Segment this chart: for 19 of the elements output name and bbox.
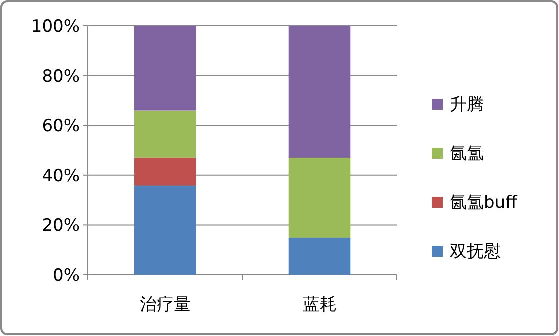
bar — [134, 110, 196, 158]
y-tick-label: 20% — [42, 216, 80, 236]
y-tick-label: 100% — [31, 17, 80, 37]
y-tick-label: 40% — [42, 166, 80, 186]
legend-label: 双抚慰 — [450, 242, 501, 262]
bar — [288, 158, 351, 238]
x-tick-label: 治疗量 — [140, 295, 191, 315]
y-tick-label: 80% — [42, 66, 80, 87]
legend-label: 升腾 — [450, 95, 484, 115]
bar — [288, 238, 351, 275]
bar — [134, 185, 196, 275]
bar — [134, 26, 196, 111]
y-tick-label: 60% — [42, 116, 80, 137]
legend-label: 氤氲 — [450, 144, 484, 164]
bar — [134, 158, 196, 186]
bar — [288, 26, 351, 158]
legend-label: 氤氲buff — [450, 193, 519, 213]
y-tick-label: 0% — [53, 266, 80, 286]
x-tick-label: 蓝耗 — [302, 295, 337, 315]
